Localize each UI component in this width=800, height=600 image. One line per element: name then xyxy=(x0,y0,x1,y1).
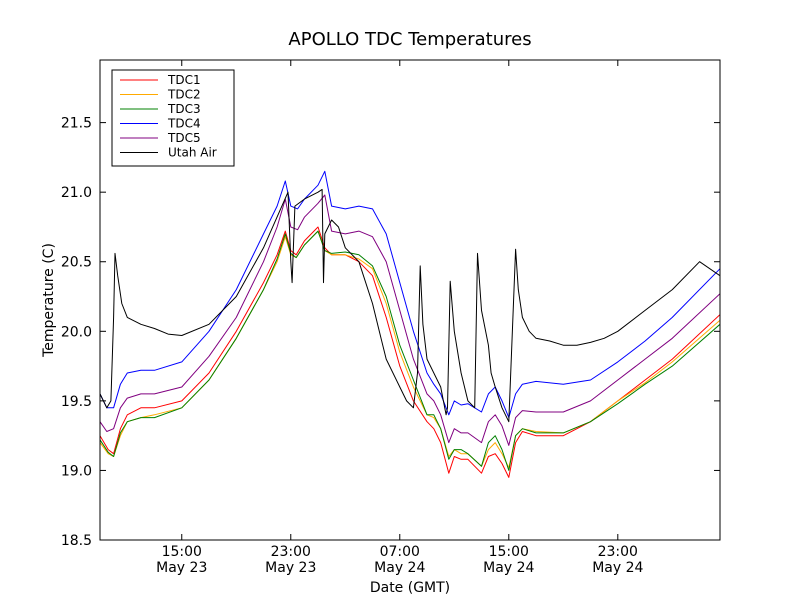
legend-label-tdc3: TDC3 xyxy=(167,102,201,116)
y-axis-label: Temperature (C) xyxy=(41,243,57,358)
y-tick-label: 20.5 xyxy=(61,255,92,271)
legend-label-utah-air: Utah Air xyxy=(168,146,217,160)
legend-label-tdc5: TDC5 xyxy=(167,131,201,145)
x-tick-label-time: 07:00 xyxy=(380,544,420,560)
series-line-tdc4 xyxy=(100,170,720,419)
x-tick-label-date: May 24 xyxy=(483,560,534,576)
plot-area xyxy=(99,59,721,541)
series-line-utah-air xyxy=(100,188,720,423)
legend-label-tdc1: TDC1 xyxy=(167,73,201,87)
x-tick-label-date: May 24 xyxy=(374,560,425,576)
series-line-tdc5 xyxy=(100,194,720,446)
x-tick-label-time: 15:00 xyxy=(162,544,202,560)
y-axis: 18.5 19.0 19.5 20.0 20.5 21.0 21.5 xyxy=(61,116,720,549)
x-tick-label-time: 23:00 xyxy=(598,544,638,560)
y-tick-label: 18.5 xyxy=(61,533,92,549)
legend-label-tdc2: TDC2 xyxy=(167,88,201,102)
legend-label-tdc4: TDC4 xyxy=(167,117,201,131)
series-line-tdc1 xyxy=(100,226,720,478)
series-line-tdc3 xyxy=(100,230,720,471)
x-tick-label-date: May 24 xyxy=(592,560,643,576)
y-tick-label: 20.0 xyxy=(61,324,92,340)
x-tick-label-time: 23:00 xyxy=(271,544,311,560)
y-tick-label: 19.0 xyxy=(61,463,92,479)
chart-title: APOLLO TDC Temperatures xyxy=(288,29,531,50)
legend-box xyxy=(111,69,235,167)
plot-frame xyxy=(99,59,721,541)
series-layer xyxy=(100,170,720,478)
x-axis-label: Date (GMT) xyxy=(370,580,450,596)
x-tick-label-time: 15:00 xyxy=(489,544,529,560)
x-tick-label-date: May 23 xyxy=(156,560,207,576)
y-tick-label: 21.5 xyxy=(61,116,92,132)
y-tick-label: 21.0 xyxy=(61,185,92,201)
y-tick-label: 19.5 xyxy=(61,394,92,410)
x-tick-label-date: May 23 xyxy=(265,560,316,576)
